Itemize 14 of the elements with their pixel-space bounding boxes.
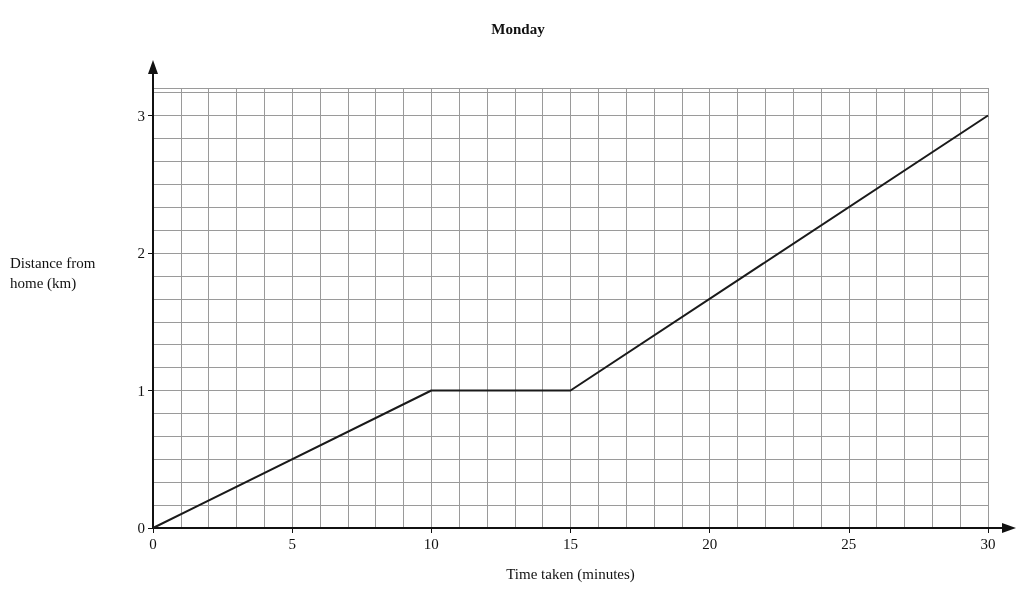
x-tick-label: 15 <box>563 535 578 552</box>
x-tick-label: 20 <box>702 535 718 552</box>
x-tick-label: 0 <box>149 535 157 552</box>
y-tick-label: 1 <box>137 382 145 399</box>
y-tick-label: 2 <box>137 245 145 261</box>
x-axis-title: Time taken (minutes) <box>506 565 635 583</box>
y-tick-label: 0 <box>137 520 145 536</box>
x-tick-label: 25 <box>841 535 857 552</box>
x-tick-label: 5 <box>288 535 296 552</box>
chart-title: Monday <box>491 20 546 37</box>
x-tick-label: 10 <box>423 535 439 552</box>
x-tick-label: 30 <box>980 535 996 552</box>
y-tick-label: 3 <box>137 107 145 124</box>
y-axis-title: Distance from home (km) <box>10 254 97 293</box>
